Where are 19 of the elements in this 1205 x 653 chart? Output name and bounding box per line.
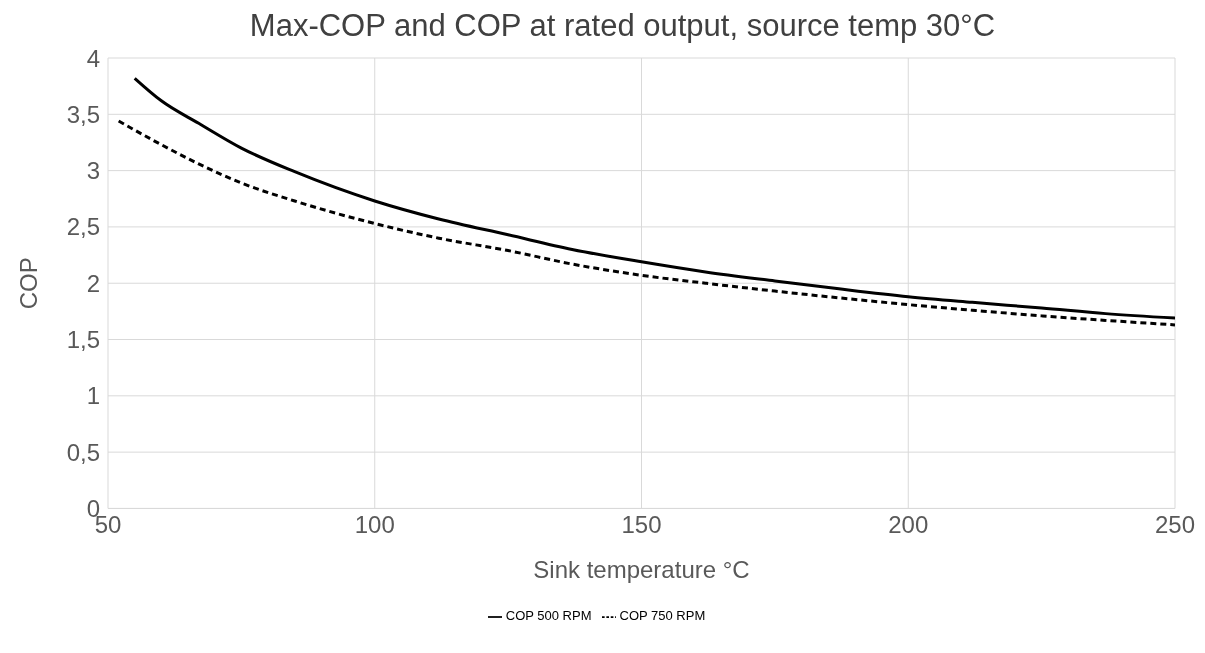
legend-label: COP 500 RPM <box>505 608 592 624</box>
x-tick-label: 100 <box>354 511 395 539</box>
x-tick-label: 150 <box>621 511 662 539</box>
line-series <box>117 119 1175 327</box>
x-tick-label: 200 <box>888 511 929 539</box>
y-tick-label: 2,5 <box>66 213 100 241</box>
y-tick-label: 0,5 <box>66 438 100 466</box>
line-series <box>133 76 1175 320</box>
x-tick-label: 250 <box>1154 511 1196 539</box>
y-axis-title: COP <box>14 257 42 310</box>
y-tick-label: 1 <box>86 382 100 410</box>
y-tick-label: 1,5 <box>66 326 100 354</box>
legend-label: COP 750 RPM <box>619 608 706 624</box>
y-tick-label: 2 <box>86 269 100 297</box>
chart-title: Max-COP and COP at rated output, source temp 30°C <box>248 8 997 44</box>
y-tick-label: 3,5 <box>66 100 100 128</box>
x-axis-title: Sink temperature °C <box>533 556 750 584</box>
y-tick-label: 3 <box>86 157 100 185</box>
y-tick-label: 4 <box>86 44 100 72</box>
